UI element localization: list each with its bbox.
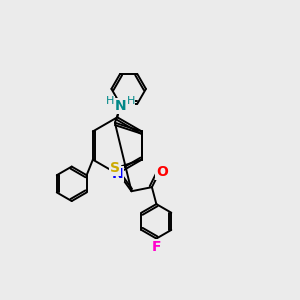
Text: F: F (152, 240, 161, 254)
Text: H: H (127, 96, 135, 106)
Text: S: S (110, 161, 120, 176)
Text: N: N (112, 167, 123, 181)
Text: N: N (115, 99, 126, 113)
Text: H: H (106, 96, 115, 106)
Text: O: O (156, 165, 168, 179)
